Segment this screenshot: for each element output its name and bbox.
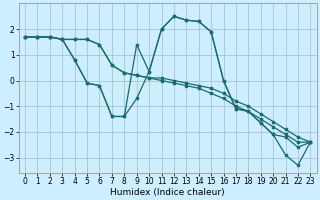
X-axis label: Humidex (Indice chaleur): Humidex (Indice chaleur) xyxy=(110,188,225,197)
